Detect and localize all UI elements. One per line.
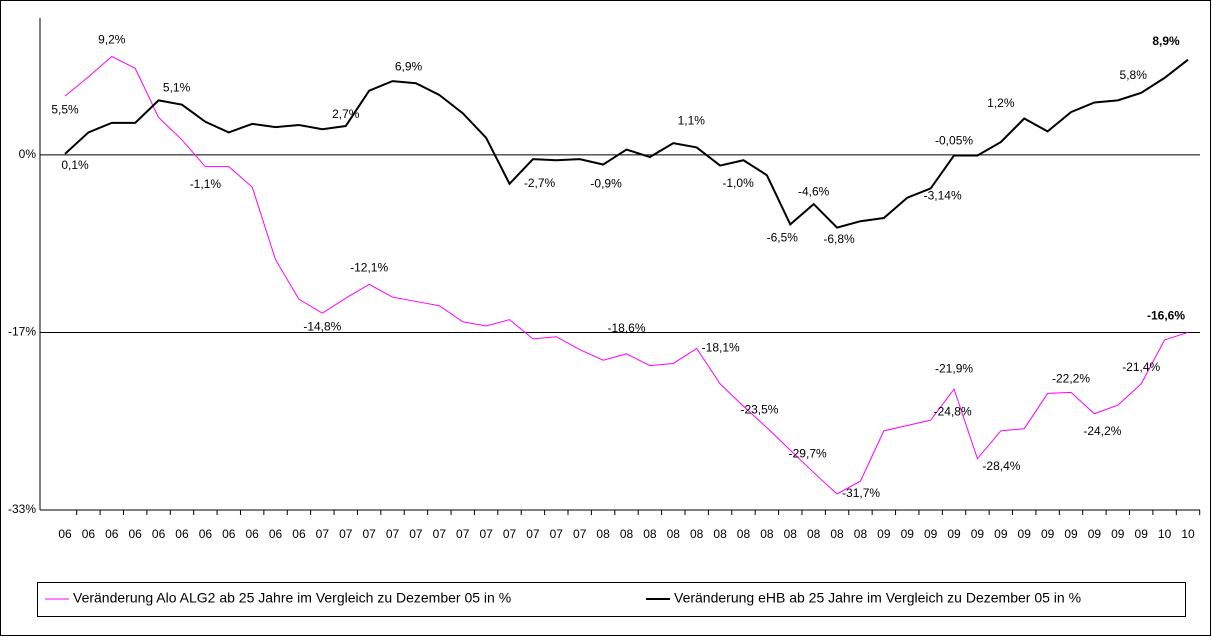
legend-text: Veränderung eHB ab 25 Jahre im Vergleich… (674, 590, 1081, 606)
x-tick-label: 09 (901, 527, 915, 541)
data-label: -6,5% (767, 231, 799, 245)
data-label: -24,2% (1083, 424, 1121, 438)
data-label: 9,2% (98, 33, 126, 47)
data-label: -0,05% (935, 134, 973, 148)
data-label: -1,0% (722, 176, 754, 190)
data-label: -2,7% (524, 176, 556, 190)
data-label: 6,9% (395, 59, 423, 73)
x-tick-label: 09 (994, 527, 1008, 541)
x-tick-label: 09 (1064, 527, 1078, 541)
x-tick-label: 06 (58, 527, 72, 541)
x-tick-label: 09 (1135, 527, 1149, 541)
data-label: 2,7% (332, 107, 360, 121)
data-label: -14,8% (303, 319, 341, 333)
data-label: -29,7% (789, 447, 827, 461)
x-tick-label: 07 (526, 527, 540, 541)
x-tick-label: 07 (503, 527, 517, 541)
x-tick-label: 06 (222, 527, 236, 541)
data-label: 5,8% (1120, 68, 1148, 82)
x-tick-label: 08 (596, 527, 610, 541)
x-tick-label: 08 (784, 527, 798, 541)
x-tick-label: 09 (877, 527, 891, 541)
data-label: -22,2% (1052, 372, 1090, 386)
x-tick-label: 07 (386, 527, 400, 541)
data-label: -1,1% (190, 177, 222, 191)
x-tick-label: 07 (339, 527, 353, 541)
data-label: -21,9% (935, 361, 973, 375)
x-tick-label: 09 (1041, 527, 1055, 541)
y-tick-label: -17% (8, 325, 36, 339)
data-label: -12,1% (350, 260, 388, 274)
data-label: -18,6% (607, 321, 645, 335)
x-tick-label: 07 (433, 527, 447, 541)
x-tick-label: 08 (690, 527, 704, 541)
x-tick-label: 06 (292, 527, 306, 541)
x-tick-label: 09 (924, 527, 938, 541)
line-series (64, 58, 1189, 229)
data-label: -21,4% (1122, 360, 1160, 374)
data-label: -18,1% (702, 341, 740, 355)
x-tick-label: 06 (269, 527, 283, 541)
data-label: -0,9% (590, 177, 622, 191)
data-label: -16,6% (1147, 309, 1185, 323)
legend-text: Veränderung Alo ALG2 ab 25 Jahre im Verg… (73, 590, 511, 606)
x-tick-label: 06 (82, 527, 96, 541)
data-label: 0,1% (61, 158, 89, 172)
data-label: -31,7% (842, 486, 880, 500)
x-tick-label: 08 (760, 527, 774, 541)
data-label: -3,14% (924, 189, 962, 203)
x-tick-label: 06 (129, 527, 143, 541)
x-tick-label: 07 (316, 527, 330, 541)
data-label: 8,9% (1152, 34, 1180, 48)
data-label: 1,2% (987, 96, 1015, 110)
x-tick-label: 08 (620, 527, 634, 541)
x-tick-label: 06 (105, 527, 119, 541)
data-label: -24,8% (934, 404, 972, 418)
x-tick-label: 08 (830, 527, 844, 541)
x-tick-label: 07 (456, 527, 470, 541)
x-tick-label: 09 (971, 527, 985, 541)
data-label: -4,6% (798, 184, 830, 198)
x-tick-label: 06 (152, 527, 166, 541)
line-series (64, 55, 1189, 495)
x-tick-label: 09 (1111, 527, 1125, 541)
x-tick-label: 09 (1088, 527, 1102, 541)
x-tick-label: 08 (737, 527, 751, 541)
data-label: -6,8% (823, 232, 855, 246)
y-tick-label: 0% (19, 147, 37, 161)
data-label: 1,1% (678, 113, 706, 127)
x-tick-label: 07 (550, 527, 564, 541)
data-label: 5,1% (163, 81, 191, 95)
data-label: -23,5% (740, 402, 778, 416)
x-tick-label: 06 (245, 527, 259, 541)
x-tick-label: 08 (713, 527, 727, 541)
x-tick-label: 09 (947, 527, 961, 541)
x-tick-label: 08 (807, 527, 821, 541)
x-tick-label: 06 (199, 527, 213, 541)
data-label: 5,5% (51, 102, 79, 116)
x-tick-label: 09 (1018, 527, 1032, 541)
x-tick-label: 07 (362, 527, 376, 541)
x-tick-label: 07 (409, 527, 423, 541)
x-tick-label: 06 (175, 527, 189, 541)
data-label: -28,4% (982, 459, 1020, 473)
x-tick-label: 10 (1181, 527, 1195, 541)
x-tick-label: 08 (643, 527, 657, 541)
legend-box (37, 582, 1186, 617)
y-tick-label: -33% (8, 502, 36, 516)
x-tick-label: 10 (1158, 527, 1172, 541)
x-tick-label: 08 (854, 527, 868, 541)
x-tick-label: 07 (479, 527, 493, 541)
x-tick-label: 07 (573, 527, 587, 541)
x-tick-label: 08 (667, 527, 681, 541)
